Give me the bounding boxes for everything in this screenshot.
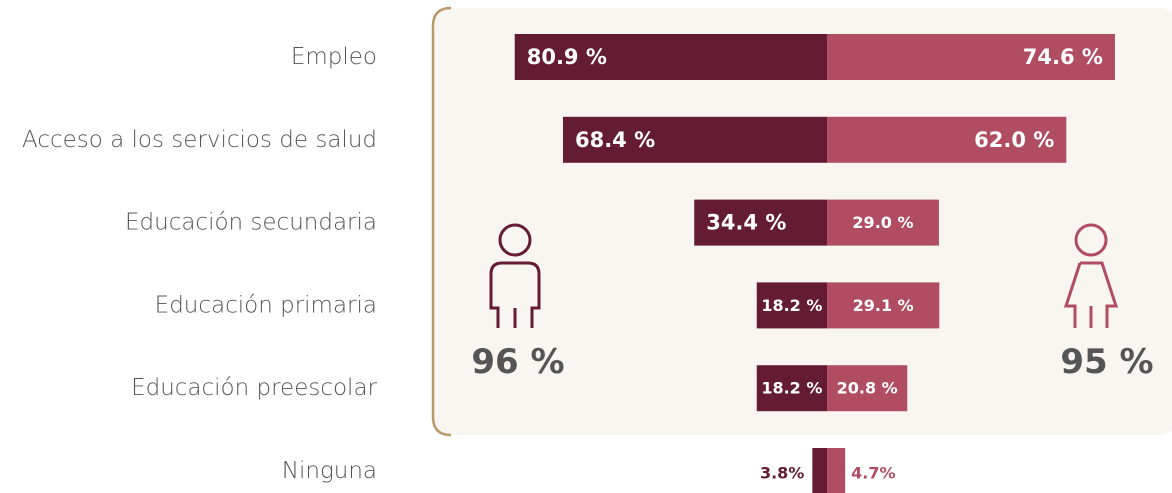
- female-icon: [1063, 223, 1119, 328]
- value-label: 3.8%: [760, 464, 804, 483]
- category-label: Educación primaria: [155, 292, 377, 318]
- value-label: 4.7%: [851, 464, 895, 483]
- bar: [827, 34, 1115, 80]
- bar: [827, 199, 939, 246]
- value-label: 18.2 %: [761, 296, 822, 315]
- bar: [562, 116, 827, 163]
- category-label: Educación secundaria: [125, 210, 377, 236]
- bar: [827, 448, 846, 493]
- bar: [827, 365, 908, 412]
- bar: [827, 282, 940, 329]
- bar: [514, 34, 827, 80]
- value-label: 20.8 %: [837, 379, 898, 398]
- panel-border: [431, 6, 452, 437]
- value-label: 62.0 %: [974, 128, 1054, 152]
- bar: [827, 116, 1067, 163]
- value-label: 29.1 %: [853, 296, 914, 315]
- value-label: 34.4 %: [706, 211, 786, 235]
- value-label: 18.2 %: [761, 379, 822, 398]
- value-label: 29.0 %: [852, 213, 913, 232]
- bar: [812, 448, 827, 493]
- bar: [756, 282, 827, 329]
- category-label: Acceso a los servicios de salud: [22, 127, 377, 153]
- bar: [756, 365, 827, 412]
- male-icon: [489, 223, 541, 328]
- male-total: 96 %: [471, 342, 564, 382]
- category-label: Educación preescolar: [131, 375, 377, 401]
- value-label: 68.4 %: [575, 128, 655, 152]
- value-label: 80.9 %: [527, 45, 607, 69]
- category-label: Ninguna: [282, 458, 377, 484]
- bar: [694, 199, 827, 246]
- category-label: Empleo: [291, 44, 377, 70]
- female-total: 95 %: [1060, 342, 1153, 382]
- value-label: 74.6 %: [1023, 45, 1103, 69]
